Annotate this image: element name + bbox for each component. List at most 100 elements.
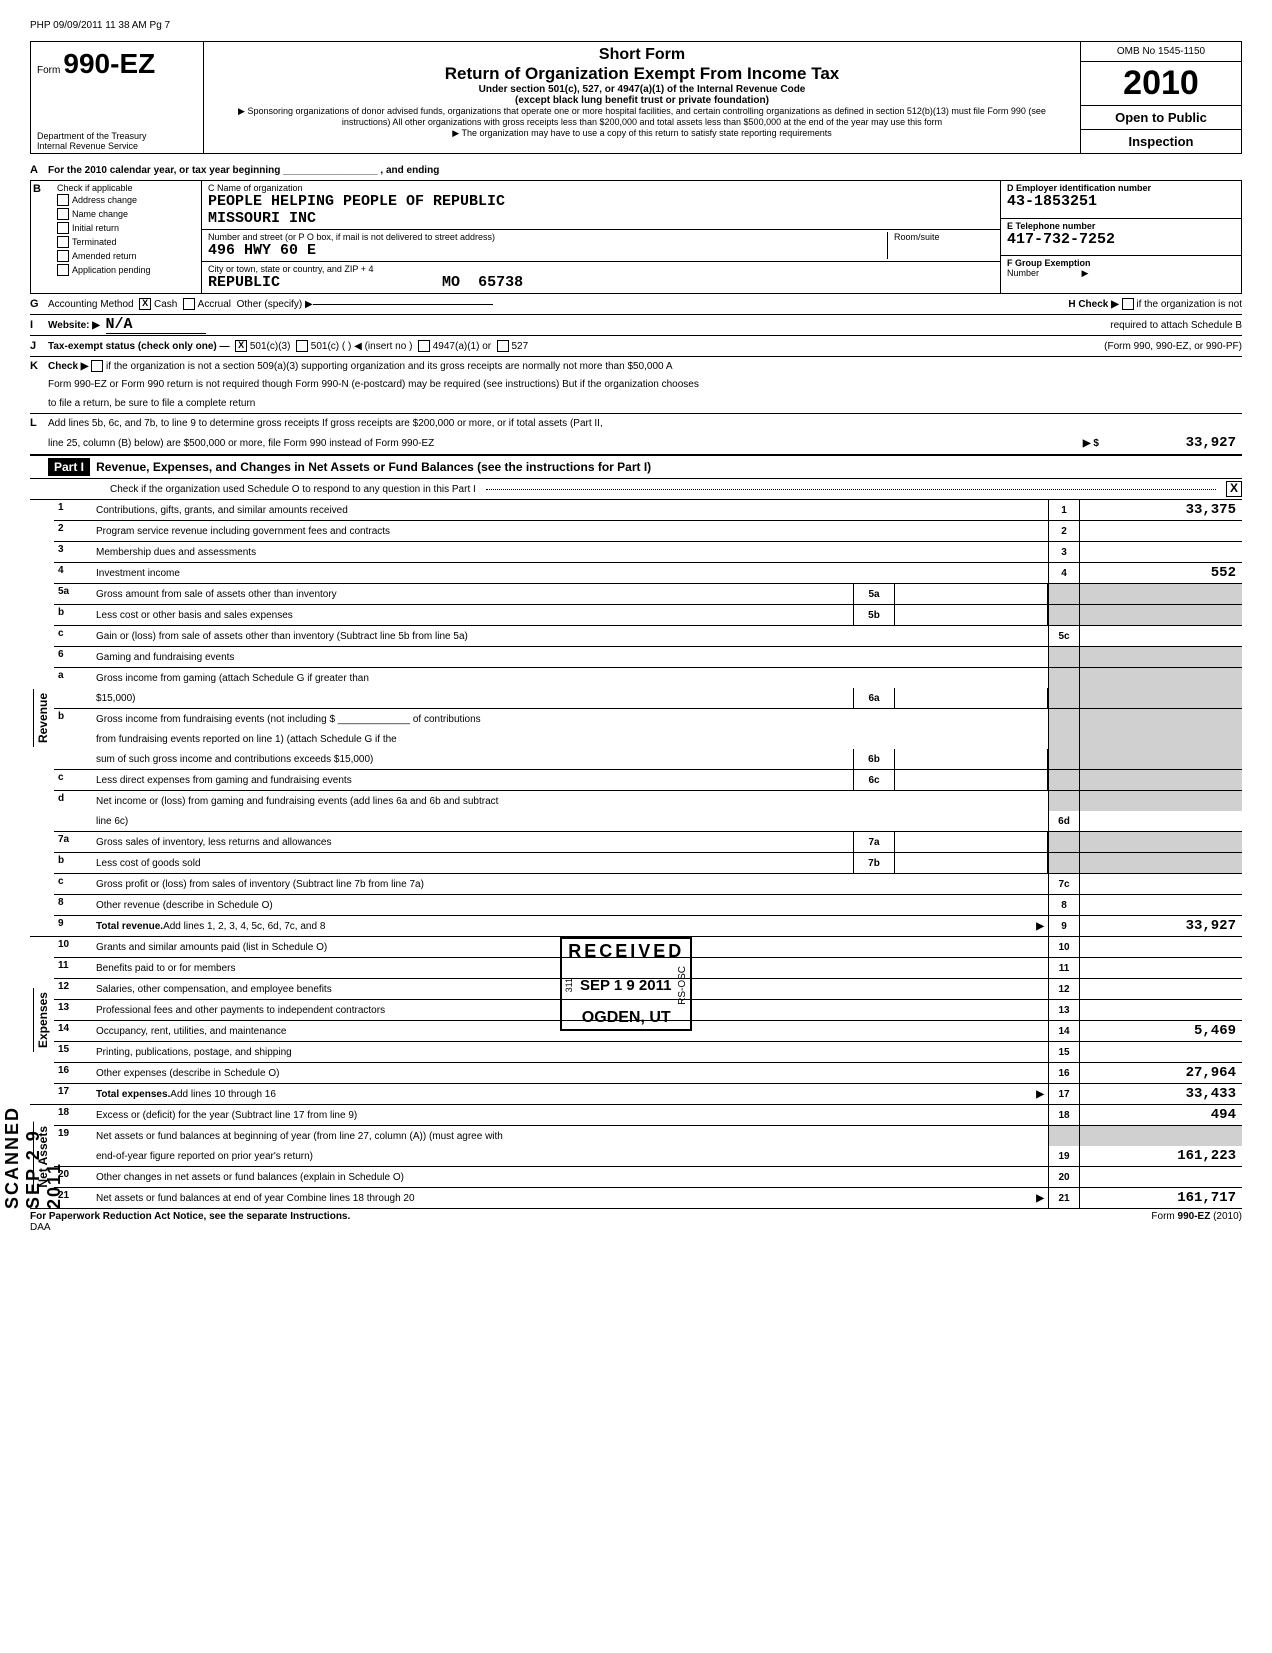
line-ref-shaded: [1048, 605, 1080, 625]
l-amount: 33,927: [1110, 433, 1242, 453]
c-label: C Name of organization: [208, 183, 994, 193]
line-number: [54, 749, 92, 769]
h-label: H Check ▶: [1068, 299, 1118, 310]
part-1-checkbox[interactable]: X: [1226, 481, 1242, 497]
line-description: Less cost or other basis and sales expen…: [92, 605, 853, 625]
amount-value: [1080, 874, 1242, 894]
form-prefix: Form: [37, 65, 60, 76]
501c-label: 501(c) ( ) ◀ (insert no ): [311, 341, 413, 352]
other-label: Other (specify) ▶: [237, 299, 313, 310]
line-number: d: [54, 791, 92, 811]
line-number: 4: [54, 563, 92, 583]
amount-value: [1080, 937, 1242, 957]
4947-label: 4947(a)(1) or: [433, 341, 491, 352]
right-box: OMB No 1545-1150 2010 Open to Public Ins…: [1080, 42, 1241, 153]
line-number: [54, 811, 92, 831]
line-number: a: [54, 668, 92, 688]
check-address-change[interactable]: Address change: [57, 193, 197, 207]
right-info-column: D Employer identification number 43-1853…: [1000, 181, 1241, 293]
amount-value: 161,717: [1080, 1188, 1242, 1208]
stamp-ogden: OGDEN, UT: [564, 1009, 688, 1027]
line-ref: 19: [1048, 1146, 1080, 1166]
amount-value: 5,469: [1080, 1021, 1242, 1041]
line-j: J Tax-exempt status (check only one) — X…: [30, 336, 1242, 357]
line-ref: 11: [1048, 958, 1080, 978]
revenue-section: Revenue 1Contributions, gifts, grants, a…: [30, 500, 1242, 937]
line-ref: 7c: [1048, 874, 1080, 894]
e-label: E Telephone number: [1007, 221, 1235, 231]
arrow-icon: ▶: [1036, 921, 1044, 932]
line-description: Other changes in net assets or fund bala…: [92, 1167, 1048, 1187]
check-name-change[interactable]: Name change: [57, 207, 197, 221]
street-address: 496 HWY 60 E: [208, 242, 887, 259]
amount-value: [1080, 979, 1242, 999]
amount-shaded: [1080, 668, 1242, 688]
line-description: Less cost of goods sold: [92, 853, 853, 873]
line-number: 6: [54, 647, 92, 667]
org-info-block: B Check if applicable Address change Nam…: [30, 181, 1242, 294]
letter-a: A: [30, 164, 48, 176]
line-ref: 13: [1048, 1000, 1080, 1020]
cash-checkbox[interactable]: X: [139, 298, 151, 310]
sub-line-value: [895, 584, 1048, 604]
accounting-label: Accounting Method: [48, 299, 134, 310]
line-ref-shaded: [1048, 791, 1080, 811]
k-checkbox[interactable]: [91, 360, 103, 372]
line-ref: 8: [1048, 895, 1080, 915]
line-number: 13: [54, 1000, 92, 1020]
501c3-checkbox[interactable]: X: [235, 340, 247, 352]
footer-left: For Paperwork Reduction Act Notice, see …: [30, 1211, 350, 1222]
h-checkbox[interactable]: [1122, 298, 1134, 310]
527-checkbox[interactable]: [497, 340, 509, 352]
501c3-label: 501(c)(3): [250, 341, 291, 352]
line-ref: 16: [1048, 1063, 1080, 1083]
amount-value: 494: [1080, 1105, 1242, 1125]
check-initial-return[interactable]: Initial return: [57, 221, 197, 235]
4947-checkbox[interactable]: [418, 340, 430, 352]
line-number: c: [54, 626, 92, 646]
amount-shaded: [1080, 584, 1242, 604]
form-id-box: Form 990-EZ Department of the TreasuryIn…: [31, 42, 204, 153]
line-ref-shaded: [1048, 832, 1080, 852]
part-1-label: Part I: [48, 458, 90, 476]
527-label: 527: [511, 341, 528, 352]
line-description: Gross amount from sale of assets other t…: [92, 584, 853, 604]
f-label: F Group Exemption: [1007, 258, 1235, 268]
line-number: 8: [54, 895, 92, 915]
amount-shaded: [1080, 709, 1242, 729]
amount-value: [1080, 542, 1242, 562]
omb-number: OMB No 1545-1150: [1081, 42, 1241, 62]
check-terminated[interactable]: Terminated: [57, 235, 197, 249]
line-ref: 18: [1048, 1105, 1080, 1125]
addr-label: Number and street (or P O box, if mail i…: [208, 232, 887, 242]
h-text-2: required to attach Schedule B: [1110, 320, 1242, 331]
part-1-check-text: Check if the organization used Schedule …: [110, 484, 476, 495]
website-value: N/A: [106, 316, 206, 334]
line-number: 1: [54, 500, 92, 520]
check-amended[interactable]: Amended return: [57, 249, 197, 263]
501c-checkbox[interactable]: [296, 340, 308, 352]
sub-line-number: 6a: [853, 688, 895, 708]
form-number: 990-EZ: [63, 48, 155, 79]
org-name-2: MISSOURI INC: [208, 210, 994, 227]
amount-value: [1080, 1000, 1242, 1020]
website-label: Website: ▶: [48, 320, 100, 331]
line-ref: 21: [1048, 1188, 1080, 1208]
sub-line-value: [895, 832, 1048, 852]
line-description: Excess or (deficit) for the year (Subtra…: [92, 1105, 1048, 1125]
l-text-2: line 25, column (B) below) are $500,000 …: [48, 438, 434, 449]
line-ref-shaded: [1048, 770, 1080, 790]
check-pending[interactable]: Application pending: [57, 263, 197, 277]
line-ref-shaded: [1048, 688, 1080, 708]
line-number: 5a: [54, 584, 92, 604]
footer-daa: DAA: [30, 1222, 51, 1233]
letter-j: J: [30, 340, 48, 352]
amount-value: [1080, 1042, 1242, 1062]
tax-year: 2010: [1081, 62, 1241, 106]
line-number: 12: [54, 979, 92, 999]
line-description: Less direct expenses from gaming and fun…: [92, 770, 853, 790]
received-stamp-box: RECEIVED 311 SEP 1 9 2011 RS-OSC OGDEN, …: [560, 937, 692, 1031]
accrual-checkbox[interactable]: [183, 298, 195, 310]
line-description: Gross income from gaming (attach Schedul…: [92, 668, 1048, 688]
k-text-3: to file a return, be sure to file a comp…: [48, 398, 255, 409]
